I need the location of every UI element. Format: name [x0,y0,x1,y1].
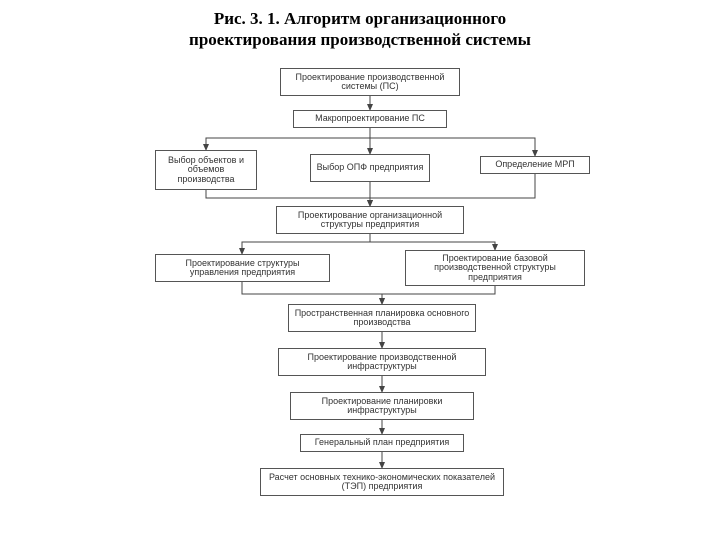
figure-title: Рис. 3. 1. Алгоритм организационного про… [0,0,720,55]
node-n10: Проектирование производственной инфрастр… [278,348,486,376]
edge-n2-n5 [370,128,535,156]
title-line2: проектирования производственной системы [40,29,680,50]
flowchart-canvas: Проектирование производственной системы … [0,54,720,540]
node-n8: Проектирование базовой производственной … [405,250,585,286]
title-line1: Рис. 3. 1. Алгоритм организационного [40,8,680,29]
node-n1: Проектирование производственной системы … [280,68,460,96]
node-n13: Расчет основных технико-экономических по… [260,468,504,496]
node-n7: Проектирование структуры управления пред… [155,254,330,282]
node-n9: Пространственная планировка основного пр… [288,304,476,332]
node-n4: Выбор ОПФ предприятия [310,154,430,182]
edge-n6-n7 [242,234,370,254]
node-n6: Проектирование организационной структуры… [276,206,464,234]
edge-n6-n8 [370,234,495,250]
node-n3: Выбор объектов и объемов производства [155,150,257,190]
edge-n8-n9 [382,286,495,304]
edge-n2-n3 [206,128,370,150]
node-n12: Генеральный план предприятия [300,434,464,452]
node-n11: Проектирование планировки инфраструктуры [290,392,474,420]
node-n2: Макропроектирование ПС [293,110,447,128]
edge-n3-n6 [206,190,370,206]
edge-n7-n9 [242,282,382,304]
node-n5: Определение МРП [480,156,590,174]
